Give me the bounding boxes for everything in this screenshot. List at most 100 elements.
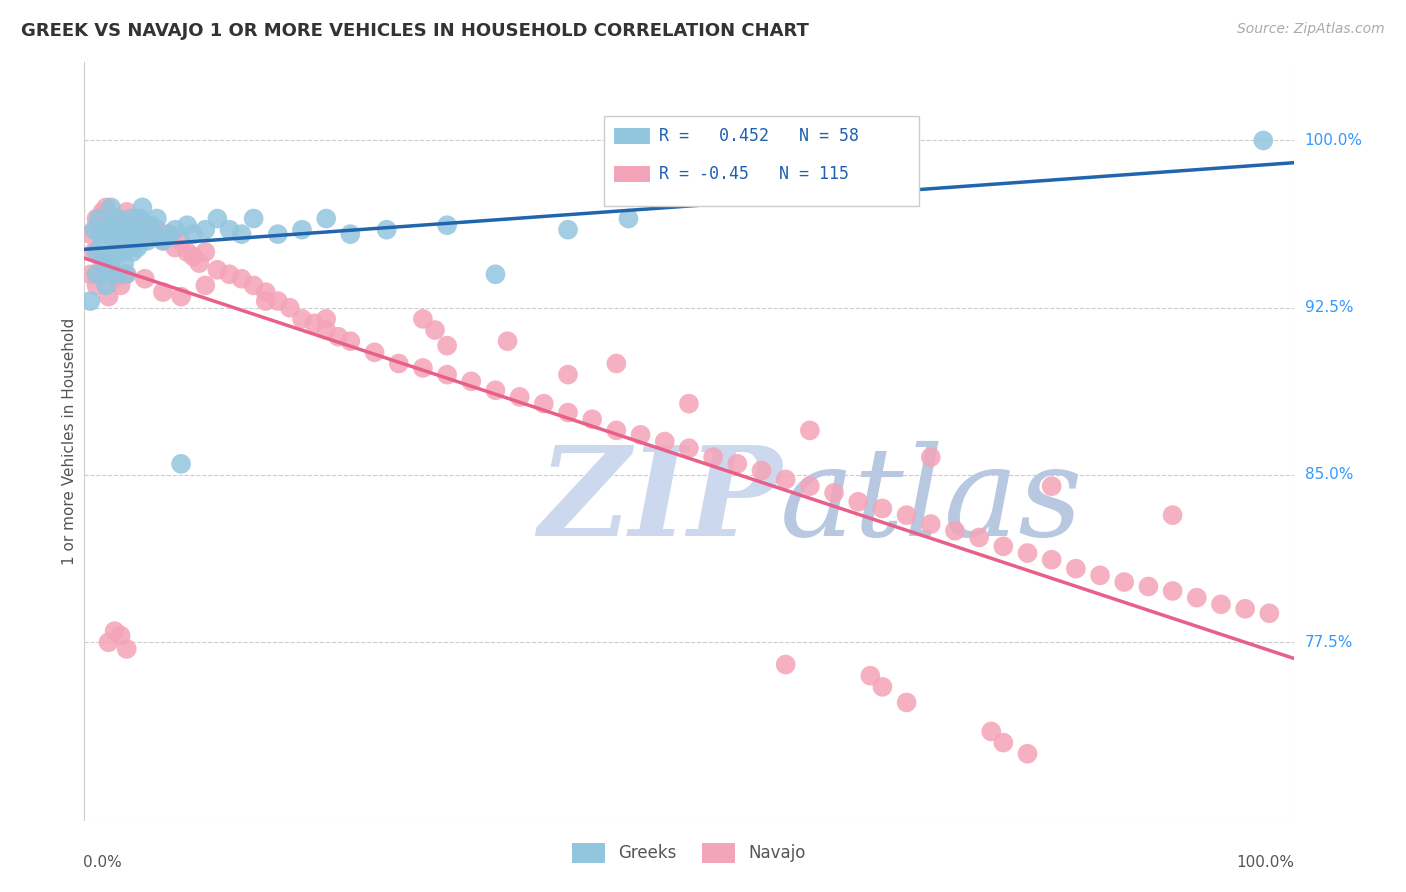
Y-axis label: 1 or more Vehicles in Household: 1 or more Vehicles in Household — [62, 318, 77, 566]
Point — [105, 211, 128, 226]
Point — [1161, 508, 1184, 522]
Point — [104, 234, 127, 248]
Point — [100, 222, 122, 236]
Point — [484, 267, 506, 281]
Point — [1017, 546, 1039, 560]
Point — [83, 222, 105, 236]
Point — [291, 222, 314, 236]
Point — [291, 311, 314, 326]
Point — [375, 222, 398, 236]
Point — [124, 227, 146, 241]
Point — [139, 218, 162, 232]
Text: R =   0.452   N = 58: R = 0.452 N = 58 — [659, 127, 859, 145]
Point — [1258, 606, 1281, 620]
Point — [920, 450, 942, 464]
Point — [799, 423, 821, 437]
Point — [86, 278, 108, 293]
Point — [181, 249, 204, 263]
Point — [1234, 601, 1257, 615]
Point — [484, 383, 506, 397]
Point — [146, 211, 169, 226]
Point — [557, 405, 579, 419]
Point — [127, 240, 149, 254]
Point — [436, 218, 458, 232]
Point — [267, 293, 290, 308]
Point — [207, 211, 229, 226]
Point — [194, 222, 217, 236]
Text: R = -0.45   N = 115: R = -0.45 N = 115 — [659, 165, 849, 183]
Point — [112, 218, 135, 232]
Point — [943, 524, 966, 538]
Point — [412, 311, 434, 326]
Point — [79, 227, 101, 241]
Point — [267, 227, 290, 241]
Point — [86, 244, 108, 259]
Point — [134, 271, 156, 285]
Point — [993, 735, 1015, 749]
Point — [165, 240, 187, 254]
Point — [181, 227, 204, 241]
Point — [97, 635, 120, 649]
Point — [104, 271, 127, 285]
Point — [339, 227, 361, 241]
Point — [112, 256, 135, 270]
Point — [115, 641, 138, 656]
Point — [131, 200, 153, 214]
Point — [1209, 597, 1232, 611]
Text: atlas: atlas — [780, 442, 1083, 563]
Point — [242, 278, 264, 293]
Point — [176, 218, 198, 232]
Legend: Greeks, Navajo: Greeks, Navajo — [565, 837, 813, 869]
Point — [97, 227, 120, 241]
Point — [278, 301, 301, 315]
Point — [315, 211, 337, 226]
Point — [139, 227, 162, 241]
Point — [194, 278, 217, 293]
Point — [1137, 579, 1160, 593]
Point — [143, 227, 166, 241]
Point — [83, 244, 105, 259]
Point — [93, 218, 115, 232]
Point — [630, 427, 652, 442]
Point — [872, 501, 894, 516]
Text: 77.5%: 77.5% — [1305, 635, 1353, 649]
Text: GREEK VS NAVAJO 1 OR MORE VEHICLES IN HOUSEHOLD CORRELATION CHART: GREEK VS NAVAJO 1 OR MORE VEHICLES IN HO… — [21, 22, 808, 40]
Point — [157, 227, 180, 241]
Bar — [614, 166, 650, 182]
Point — [97, 289, 120, 303]
Point — [152, 234, 174, 248]
Point — [152, 234, 174, 248]
Point — [799, 479, 821, 493]
Point — [725, 457, 748, 471]
Point — [134, 218, 156, 232]
Point — [107, 227, 129, 241]
Point — [79, 267, 101, 281]
Point — [101, 216, 124, 230]
Point — [1064, 561, 1087, 575]
Point — [103, 234, 125, 248]
Point — [581, 412, 603, 426]
Point — [121, 216, 143, 230]
Point — [128, 211, 150, 226]
Point — [94, 200, 117, 214]
Text: Source: ZipAtlas.com: Source: ZipAtlas.com — [1237, 22, 1385, 37]
Point — [242, 211, 264, 226]
Point — [194, 244, 217, 259]
Point — [110, 234, 132, 248]
Point — [751, 463, 773, 477]
Point — [460, 374, 482, 388]
Point — [1161, 583, 1184, 598]
Point — [231, 227, 253, 241]
Point — [94, 262, 117, 277]
Text: ZIP: ZIP — [538, 442, 782, 563]
Point — [1114, 574, 1136, 589]
Point — [121, 222, 143, 236]
Point — [170, 457, 193, 471]
Point — [87, 211, 110, 226]
Point — [165, 222, 187, 236]
Point — [1017, 747, 1039, 761]
Point — [315, 323, 337, 337]
Point — [254, 293, 277, 308]
Point — [231, 271, 253, 285]
Bar — [614, 128, 650, 145]
